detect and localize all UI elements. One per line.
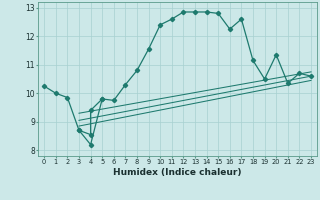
X-axis label: Humidex (Indice chaleur): Humidex (Indice chaleur) <box>113 168 242 177</box>
